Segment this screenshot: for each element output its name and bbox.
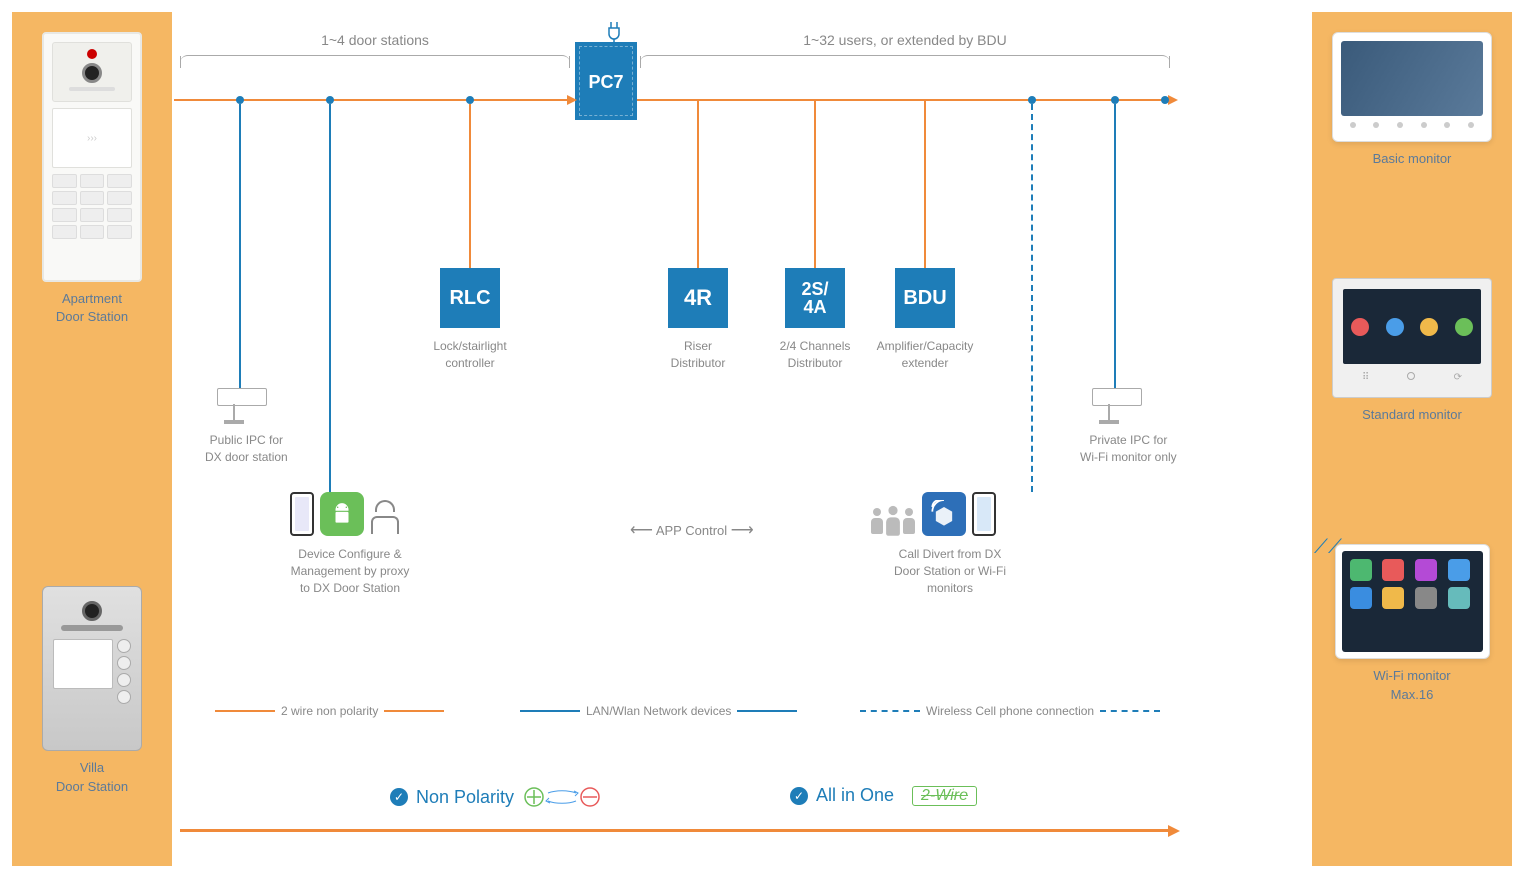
call-divert-group: Call Divert from DX Door Station or Wi-F… [870,492,1030,596]
bottom-arrow-line [180,829,1170,832]
arrow-to-monitors [1168,95,1178,105]
bdu-label-1: Amplifier/Capacity [877,339,974,353]
wifi-monitor-label-2: Max.16 [1391,687,1434,702]
bdu-label-2: extender [902,356,949,370]
check-icon-2: ✓ [790,787,808,805]
android-icon [320,492,364,536]
villa-label-2: Door Station [56,779,128,794]
rlc-label-2: controller [445,356,494,370]
2s4a-label-1: 2/4 Channels [780,339,851,353]
apartment-label-2: Door Station [56,309,128,324]
main-bus-right [637,99,1170,101]
app-cube-icon [922,492,966,536]
diagram-canvas: ››› Apartment Door Station [0,0,1524,878]
bdu-module: BDU [895,268,955,328]
phone-icon [290,492,314,536]
check-icon: ✓ [390,788,408,806]
public-ipc-l1: Public IPC for [210,433,283,447]
worker-icon [370,500,400,536]
plug-icon [605,22,623,44]
bottom-arrow-head [1168,825,1180,837]
divert-l1: Call Divert from DX [899,547,1002,561]
apartment-label-1: Apartment [62,291,122,306]
4r-label-2: Distributor [671,356,726,370]
drop-wireless [1031,104,1033,492]
standard-monitor: ⠿ ⟳ Standard monitor [1312,278,1512,424]
feature-all-in-one: ✓ All in One 2-Wire [790,785,977,806]
wifi-monitor: ⟋⟋ Wi-Fi monitor Max.16 [1312,544,1512,703]
basic-monitor-label: Basic monitor [1312,150,1512,168]
drop-private-ipc [1114,104,1116,390]
drop-4r [697,101,699,268]
right-devices-panel: Basic monitor ⠿ ⟳ Standard monitor ⟋⟋ Wi… [1312,12,1512,866]
node-3 [466,96,474,104]
bracket-right-label: 1~32 users, or extended by BDU [640,32,1170,48]
phone-icon-2 [972,492,996,536]
drop-rlc [469,104,471,268]
rlc-module: RLC [440,268,500,328]
apartment-door-station: ››› Apartment Door Station [12,32,172,326]
standard-monitor-label: Standard monitor [1312,406,1512,424]
node-2 [326,96,334,104]
device-config-group: Device Configure & Management by proxy t… [290,492,430,596]
drop-public-ipc [239,104,241,390]
node-right-end [1161,96,1169,104]
main-bus-left [174,99,575,101]
polarity-icon [522,785,602,809]
node-private-ipc [1111,96,1119,104]
wifi-monitor-label-1: Wi-Fi monitor [1373,668,1450,683]
villa-door-station: Villa Door Station [12,586,172,795]
pc7-label: PC7 [575,72,637,93]
feature-non-polarity: ✓ Non Polarity [390,785,602,809]
2s4a-module: 2S/4A [785,268,845,328]
private-ipc-l1: Private IPC for [1089,433,1167,447]
public-ipc-l2: DX door station [205,450,288,464]
left-devices-panel: ››› Apartment Door Station [12,12,172,866]
legend-lan: LAN/Wlan Network devices [586,704,731,718]
legend-2wire: 2 wire non polarity [281,704,378,718]
basic-monitor: Basic monitor [1312,32,1512,168]
devcfg-l3: to DX Door Station [300,581,400,595]
4r-module: 4R [668,268,728,328]
bracket-right [640,55,1170,75]
public-ipc-camera: Public IPC for DX door station [205,388,288,466]
legend-wireless: Wireless Cell phone connection [926,704,1094,718]
private-ipc-camera: Private IPC for Wi-Fi monitor only [1080,388,1177,466]
pc7-hub: PC7 [575,42,637,120]
arrow-to-pc7 [567,95,577,105]
drop-bdu [924,101,926,268]
app-control-label: ⟵ APP Control ⟶ [630,520,754,540]
villa-label-1: Villa [80,760,104,775]
drop-2s4a [814,101,816,268]
2s4a-label-2: Distributor [788,356,843,370]
node-1 [236,96,244,104]
4r-label-1: Riser [684,339,712,353]
devcfg-l2: Management by proxy [291,564,410,578]
bracket-left [180,55,570,75]
divert-l2: Door Station or Wi-Fi [894,564,1006,578]
node-wireless [1028,96,1036,104]
private-ipc-l2: Wi-Fi monitor only [1080,450,1177,464]
devcfg-l1: Device Configure & [298,547,401,561]
drop-device-config [329,104,331,492]
people-icon [870,508,916,536]
divert-l3: monitors [927,581,973,595]
rlc-label-1: Lock/stairlight [433,339,506,353]
bracket-left-label: 1~4 door stations [180,32,570,48]
